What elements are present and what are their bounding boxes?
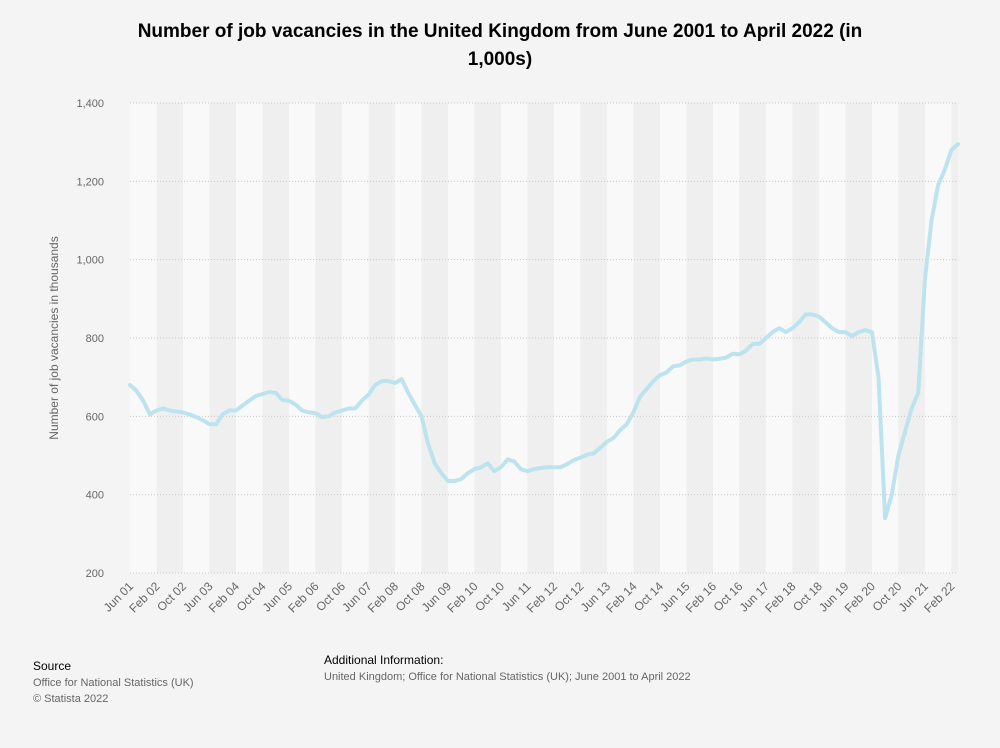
source-label: Source — [33, 659, 71, 673]
x-tick-label: Feb 22 — [921, 579, 958, 616]
copyright: © Statista 2022 — [33, 693, 108, 705]
x-tick-label: Feb 12 — [524, 579, 561, 616]
y-tick-label: 1,400 — [76, 98, 104, 110]
x-tick-label: Feb 18 — [762, 579, 799, 616]
source: Office for National Statistics (UK) — [33, 677, 194, 689]
x-tick-label: Feb 16 — [683, 579, 720, 616]
y-tick-label: 1,200 — [76, 176, 104, 188]
additional-info-label: Additional Information: — [324, 653, 443, 667]
band — [951, 103, 958, 573]
x-tick-label: Feb 04 — [206, 579, 243, 616]
band — [686, 103, 713, 573]
band — [527, 103, 554, 573]
band — [288, 103, 316, 573]
x-tick-label: Feb 10 — [444, 579, 481, 616]
y-tick-label: 600 — [86, 411, 104, 423]
chart-title: Number of job vacancies in the United Ki… — [138, 21, 863, 70]
band — [394, 103, 422, 573]
x-tick-label: Oct 10 — [472, 579, 507, 614]
band — [447, 103, 475, 573]
x-tick-label: Feb 06 — [285, 579, 322, 616]
band — [262, 103, 289, 573]
band — [368, 103, 395, 573]
y-tick-label: 400 — [86, 490, 104, 502]
y-tick-label: 1,000 — [76, 255, 104, 267]
band — [712, 103, 740, 573]
x-tick-label: Feb 08 — [365, 579, 402, 616]
band — [421, 103, 448, 573]
band — [235, 103, 263, 573]
band — [739, 103, 766, 573]
line-series — [128, 142, 960, 521]
additional-info: United Kingdom; Office for National Stat… — [324, 671, 691, 683]
band — [606, 103, 634, 573]
x-tick-label: Feb 02 — [126, 579, 163, 616]
y-axis-label: Number of job vacancies in thousands — [47, 236, 61, 439]
band — [209, 103, 236, 573]
band — [130, 103, 157, 573]
band — [553, 103, 581, 573]
band — [845, 103, 872, 573]
x-tick-label: Feb 20 — [842, 579, 879, 616]
x-tick-label: Feb 14 — [603, 579, 640, 616]
y-tick-label: 800 — [86, 333, 104, 345]
y-tick-label: 200 — [86, 568, 104, 580]
band — [580, 103, 607, 573]
